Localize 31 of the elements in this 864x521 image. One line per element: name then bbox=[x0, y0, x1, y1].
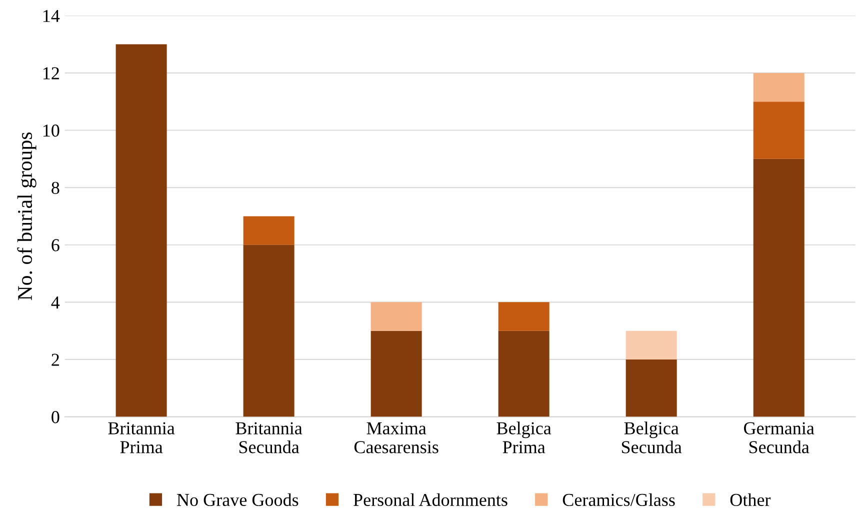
y-tick-label: 14 bbox=[43, 10, 60, 22]
bar bbox=[626, 330, 677, 360]
y-tick-label: 2 bbox=[52, 354, 59, 366]
bar bbox=[753, 158, 804, 417]
bar bbox=[498, 330, 550, 417]
y-axis-title: No. of burial groups bbox=[17, 132, 36, 300]
x-tick-label: Britannia Prima bbox=[108, 422, 175, 454]
legend-label: Ceramics/Glass bbox=[562, 493, 675, 506]
bar bbox=[753, 72, 804, 102]
y-tick-label: 10 bbox=[43, 124, 60, 137]
legend-label: No Grave Goods bbox=[177, 493, 298, 506]
bar bbox=[626, 359, 677, 417]
bar bbox=[243, 216, 294, 245]
x-tick-label: Belgica Secunda bbox=[622, 422, 682, 454]
x-tick-label: Maxima Caesarensis bbox=[354, 422, 438, 454]
x-tick-label: Germania Secunda bbox=[744, 422, 814, 454]
bar bbox=[498, 302, 550, 331]
x-tick-label: Belgica Prima bbox=[496, 422, 552, 454]
y-tick-label: 8 bbox=[52, 182, 60, 194]
y-tick-label: 12 bbox=[43, 67, 59, 80]
bar bbox=[370, 330, 422, 417]
bar bbox=[243, 244, 294, 417]
x-tick-label: Britannia Secunda bbox=[236, 422, 302, 454]
legend-label: Personal Adornments bbox=[354, 493, 508, 506]
bar bbox=[370, 302, 422, 331]
y-tick-label: 0 bbox=[52, 411, 60, 424]
y-tick-label: 6 bbox=[52, 239, 60, 252]
y-tick-label: 4 bbox=[51, 296, 60, 308]
legend-label: Other bbox=[730, 493, 771, 506]
bar bbox=[116, 44, 167, 417]
bar bbox=[753, 102, 804, 159]
